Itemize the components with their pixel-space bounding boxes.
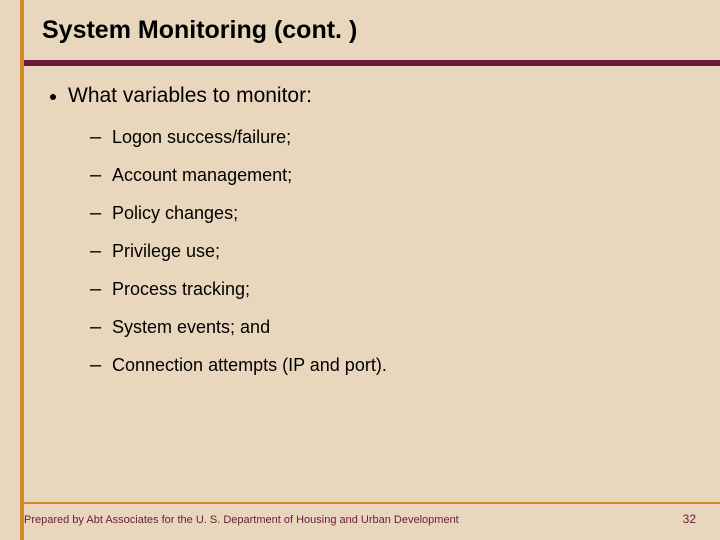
page-number: 32	[683, 512, 696, 526]
sub-bullet-list: – Logon success/failure; – Account manag…	[90, 126, 680, 376]
list-item: – Policy changes;	[90, 202, 680, 224]
slide-body: What variables to monitor: – Logon succe…	[50, 84, 680, 392]
sub-bullet-text: System events; and	[112, 316, 270, 338]
footer-rule	[24, 502, 720, 504]
slide-title: System Monitoring (cont. )	[42, 16, 357, 45]
title-rule	[24, 60, 720, 66]
dash-icon: –	[90, 278, 102, 300]
list-item: – Logon success/failure;	[90, 126, 680, 148]
dash-icon: –	[90, 202, 102, 224]
bullet-marker-icon	[50, 94, 56, 100]
sub-bullet-text: Connection attempts (IP and port).	[112, 354, 387, 376]
list-item: – Account management;	[90, 164, 680, 186]
list-item: – System events; and	[90, 316, 680, 338]
sub-bullet-text: Account management;	[112, 164, 292, 186]
dash-icon: –	[90, 164, 102, 186]
dash-icon: –	[90, 316, 102, 338]
sub-bullet-text: Process tracking;	[112, 278, 250, 300]
dash-icon: –	[90, 354, 102, 376]
bullet: What variables to monitor:	[50, 84, 680, 108]
sub-bullet-text: Policy changes;	[112, 202, 238, 224]
bullet-text: What variables to monitor:	[68, 84, 312, 108]
footer-text: Prepared by Abt Associates for the U. S.…	[24, 514, 459, 526]
left-rail	[0, 0, 24, 540]
sub-bullet-text: Logon success/failure;	[112, 126, 291, 148]
slide: System Monitoring (cont. ) What variable…	[0, 0, 720, 540]
dash-icon: –	[90, 126, 102, 148]
list-item: – Connection attempts (IP and port).	[90, 354, 680, 376]
sub-bullet-text: Privilege use;	[112, 240, 220, 262]
dash-icon: –	[90, 240, 102, 262]
list-item: – Privilege use;	[90, 240, 680, 262]
list-item: – Process tracking;	[90, 278, 680, 300]
